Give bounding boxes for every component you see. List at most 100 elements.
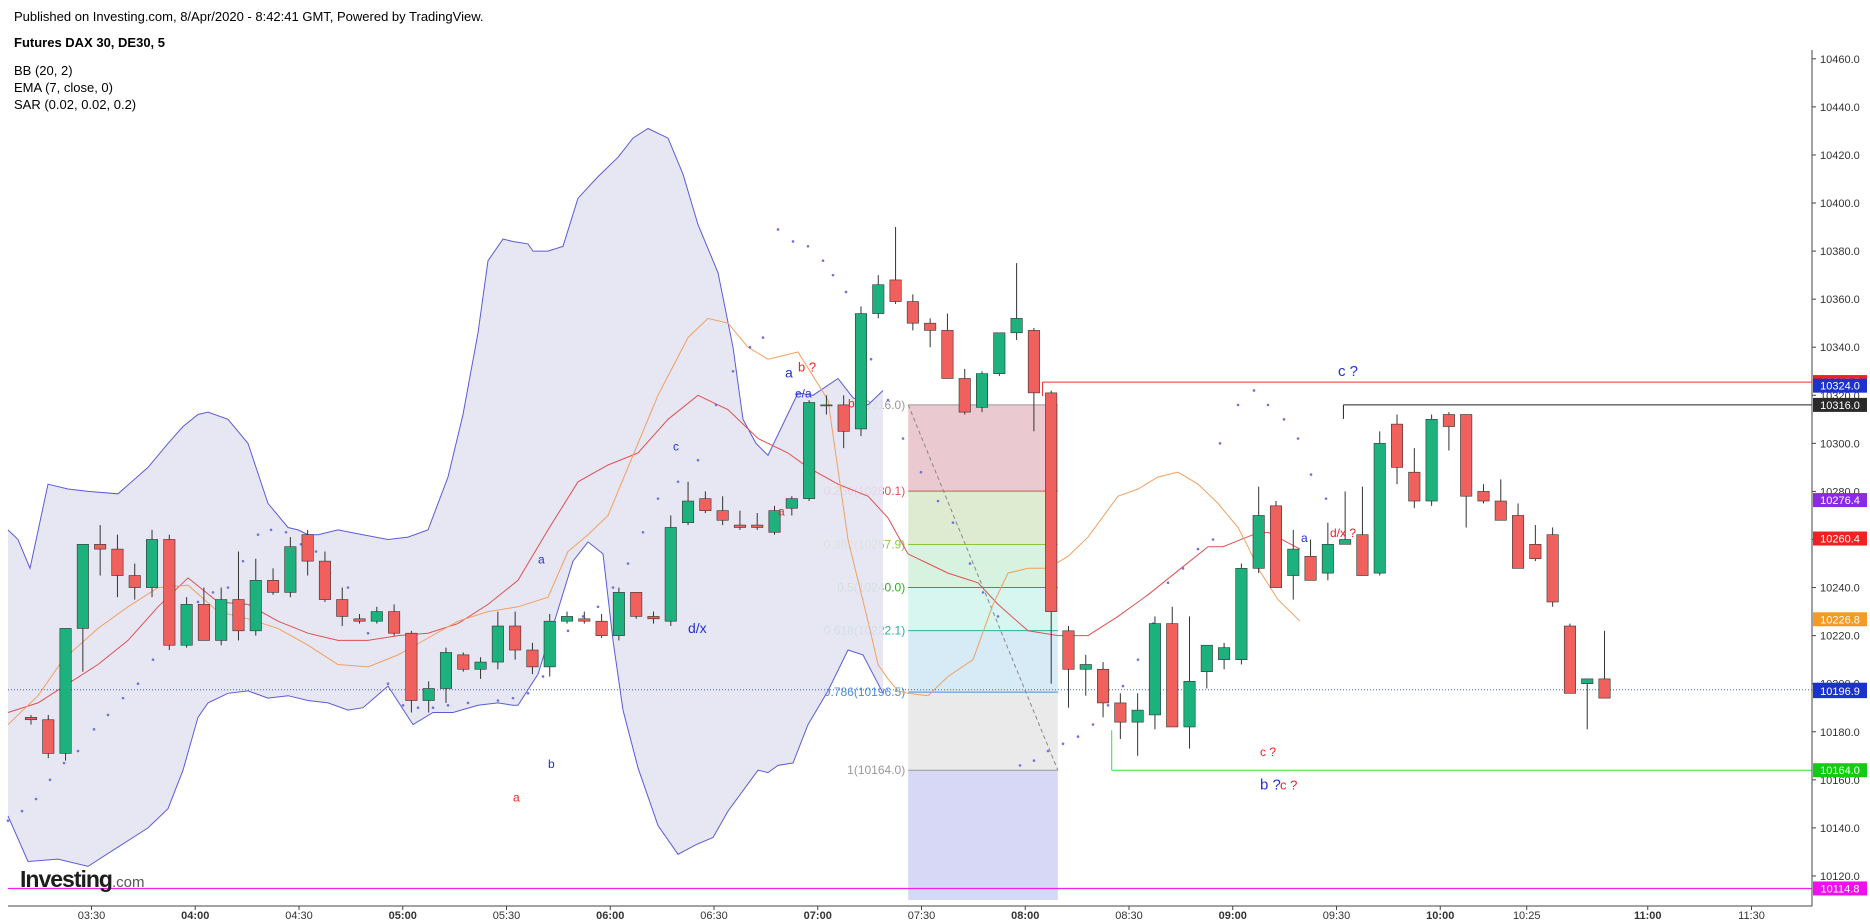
candle-body-10 [197,604,210,641]
candle-79 [1391,414,1404,485]
sar-dot-63 [996,615,1000,618]
candle-46 [820,395,833,415]
candle-67 [1183,616,1196,749]
candle-16 [301,529,314,576]
candle-body-18 [336,599,349,617]
sar-dot-0 [6,819,10,822]
sar-dot-17 [256,533,260,536]
candle-20 [370,606,383,624]
candle-7 [146,529,159,598]
candle-83 [1460,414,1473,528]
candle-body-24 [439,652,452,689]
x-tick-label-13: 10:00 [1426,910,1454,922]
sar-dot-46 [748,345,752,349]
candle-body-12 [232,599,245,632]
candle-body-76 [1339,539,1352,545]
candle-4 [94,525,107,576]
candle-65 [1148,616,1161,730]
candle-89 [1563,623,1576,694]
indicator-sar[interactable]: SAR (0.02, 0.02, 0.2) [14,97,137,112]
price-tag-bg-5 [1813,612,1867,627]
candle-48 [854,306,867,437]
candle-body-6 [128,575,141,588]
candle-44 [785,496,798,516]
candle-70 [1235,563,1248,665]
sar-dot-72 [1136,658,1140,661]
candle-body-9 [180,604,193,646]
candle-53 [941,313,954,379]
candle-5 [111,534,124,598]
sar-dot-83 [1296,437,1300,440]
candle-body-51 [906,301,919,324]
sar-dot-44 [714,403,718,407]
candle-body-58 [1027,330,1040,394]
sar-dot-75 [1181,567,1185,570]
candle-56 [993,332,1006,377]
candle-body-30 [543,620,556,668]
y-tick-label-9: 10300.0 [1820,438,1860,450]
sar-dot-28 [431,706,435,710]
candle-62 [1097,662,1110,718]
horizontal-lines[interactable] [8,381,1812,890]
candle-body-72 [1269,505,1282,588]
sar-dot-13 [196,600,200,604]
price-tag-label-1: 10324.0 [1820,381,1860,393]
candle-body-74 [1304,556,1317,581]
sar-dot-66 [1046,749,1050,753]
candle-29 [526,642,539,675]
candle-17 [318,551,331,602]
price-tag-bg-1 [1813,378,1867,393]
candle-body-25 [457,654,470,670]
x-tick-label-3: 05:00 [389,910,417,922]
candle-86 [1512,503,1525,569]
sar-dot-2 [34,797,38,801]
candle-body-39 [699,498,712,511]
candle-body-27 [491,625,504,663]
fib-zone-5 [908,692,1058,771]
candle-body-43 [768,510,781,533]
sar-dot-6 [92,728,96,731]
candle-41 [733,510,746,530]
candle-8 [163,534,176,651]
sar-dot-29 [446,704,450,707]
candle-body-89 [1563,625,1576,694]
indicator-bb[interactable]: BB (20, 2) [14,63,73,78]
candle-body-66 [1166,623,1179,728]
annotation-12: a [513,790,520,804]
candle-13 [249,558,262,636]
indicator-ema[interactable]: EMA (7, close, 0) [14,80,113,95]
annotation-8: d/x ? [1330,526,1356,540]
annotation-0: a [785,364,793,380]
fib-zone-0 [908,404,1058,492]
candle-88 [1546,527,1559,607]
candle-82 [1442,412,1455,451]
bb-fill [8,128,883,867]
candle-body-77 [1356,534,1369,576]
candle-body-64 [1131,709,1144,723]
sar-dot-69 [1091,723,1095,726]
sar-dot-33 [526,692,530,695]
candle-body-44 [785,498,798,509]
x-tick-label-5: 06:00 [596,910,624,922]
annotation-3: e/a [795,387,812,401]
candle-body-75 [1321,543,1334,574]
candle-body-16 [301,534,314,562]
x-tick-label-16: 11:30 [1738,910,1765,922]
fibonacci-retracement[interactable]: (10316.0)0.236(10280.1)0.382(10257.9)0.5… [824,398,1059,900]
sar-dot-26 [401,704,405,707]
sar-dot-76 [1196,547,1200,551]
candle-51 [906,294,919,331]
sar-dot-16 [241,559,245,563]
candle-64 [1131,693,1144,756]
price-tags: 10325.510324.010316.010276.410260.410226… [1813,375,1867,896]
candle-76 [1339,491,1352,545]
candle-69 [1218,642,1231,670]
price-tag-label-4: 10260.4 [1820,534,1860,546]
sar-dot-39 [626,562,630,565]
y-tick-label-15: 10420.0 [1820,150,1860,162]
candle-body-31 [561,616,574,622]
candle-42 [751,513,764,530]
sar-dot-1 [20,809,24,813]
